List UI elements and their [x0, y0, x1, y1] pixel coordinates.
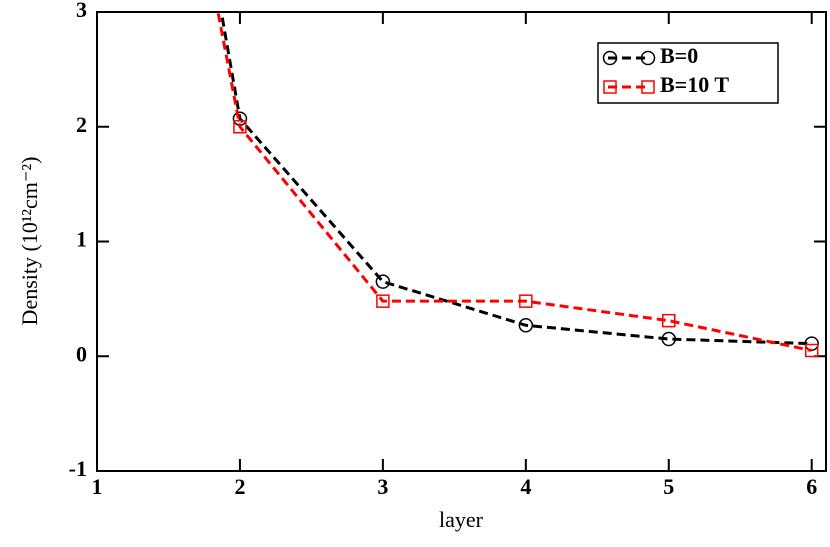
marker: [661, 331, 677, 347]
data-line: [216, 12, 813, 352]
y-tick-label: 3: [76, 0, 87, 22]
legend-label: B=10 T: [660, 72, 729, 97]
marker: [375, 274, 391, 289]
y-tick-label: 2: [76, 112, 87, 137]
marker: [376, 294, 390, 308]
x-axis-title: layer: [439, 507, 484, 532]
marker: [640, 50, 656, 66]
x-tick-label: 3: [377, 474, 388, 499]
marker: [519, 294, 533, 308]
marker: [602, 50, 618, 66]
marker: [641, 80, 655, 94]
x-tick-label: 1: [92, 474, 103, 499]
marker: [804, 343, 819, 358]
y-tick-label: 1: [76, 227, 87, 252]
x-tick-label: 6: [806, 474, 817, 499]
marker: [518, 318, 534, 333]
y-axis-title: Density (10¹²cm⁻²): [17, 157, 42, 326]
marker: [662, 313, 676, 328]
x-tick-label: 2: [234, 474, 245, 499]
legend-box: [597, 42, 779, 104]
data-line: [219, 12, 812, 346]
y-tick-label: 0: [76, 341, 87, 366]
x-tick-label: 4: [520, 474, 531, 499]
plot-area: [216, 12, 819, 358]
y-tick-label: -1: [69, 456, 87, 481]
marker: [603, 80, 617, 94]
x-tick-label: 5: [663, 474, 674, 499]
legend-label: B=0: [660, 43, 698, 68]
marker: [233, 120, 247, 134]
